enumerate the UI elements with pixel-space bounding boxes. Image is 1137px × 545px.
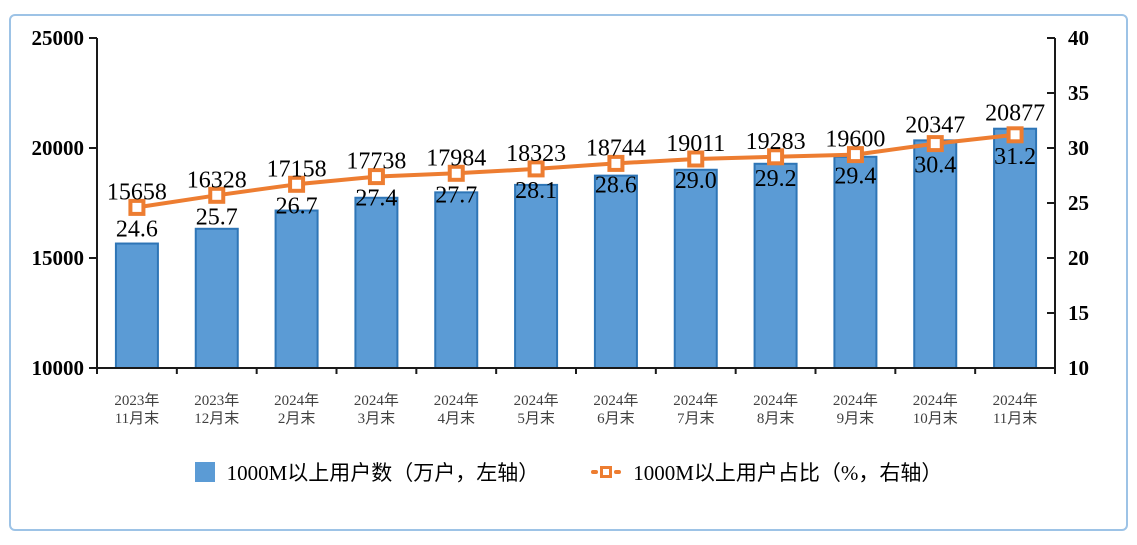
x-axis-label-line2: 8月末 bbox=[757, 410, 795, 427]
bar-value-label: 19011 bbox=[666, 131, 725, 157]
bar bbox=[673, 168, 718, 369]
right-axis-tick-label: 25 bbox=[1068, 191, 1089, 215]
bar-value-label: 20877 bbox=[985, 101, 1045, 127]
x-axis-label-line1: 2024年 bbox=[514, 392, 559, 409]
bar bbox=[833, 155, 878, 369]
bar-value-label: 19600 bbox=[825, 127, 885, 153]
line-marker bbox=[288, 175, 306, 193]
right-axis-tick-label: 15 bbox=[1068, 301, 1089, 325]
x-axis-label-line1: 2023年 bbox=[114, 392, 159, 409]
line-percent-label: 25.7 bbox=[196, 204, 238, 230]
line-marker bbox=[767, 148, 785, 166]
line-percent-label: 30.4 bbox=[914, 153, 956, 179]
line-percent-label: 29.0 bbox=[675, 168, 717, 194]
x-axis-label-line2: 2月末 bbox=[278, 410, 316, 427]
x-axis-label-line1: 2023年 bbox=[194, 392, 239, 409]
bar-value-label: 18744 bbox=[586, 135, 646, 161]
bar bbox=[274, 209, 319, 369]
line-percent-label: 31.2 bbox=[994, 144, 1036, 170]
legend-label-bar-series: 1000M以上用户数（万户，左轴） bbox=[226, 461, 540, 485]
line-marker bbox=[367, 168, 385, 186]
x-axis-label-line1: 2024年 bbox=[434, 392, 479, 409]
x-axis-label-line1: 2024年 bbox=[913, 392, 958, 409]
line-marker bbox=[447, 164, 465, 182]
legend-item-line-series: 1000M以上用户占比（%，右轴） bbox=[591, 457, 942, 487]
bar-value-label: 16328 bbox=[187, 167, 247, 193]
line-dash-icon bbox=[591, 470, 599, 474]
legend-label-line-series: 1000M以上用户占比（%，右轴） bbox=[633, 461, 943, 485]
x-axis-label-line1: 2024年 bbox=[593, 392, 638, 409]
bar-value-label: 18323 bbox=[506, 141, 566, 167]
line-percent-label: 26.7 bbox=[276, 193, 318, 219]
bar bbox=[114, 242, 159, 369]
x-axis-label-line1: 2024年 bbox=[673, 392, 718, 409]
left-axis-tick-label: 20000 bbox=[32, 136, 85, 160]
line-dash-icon bbox=[614, 470, 622, 474]
x-axis-label-line2: 11月末 bbox=[993, 410, 1037, 427]
bar bbox=[913, 139, 958, 369]
line-percent-label: 27.4 bbox=[355, 186, 397, 212]
left-axis-tick-label: 25000 bbox=[32, 26, 85, 50]
left-axis-tick-label: 10000 bbox=[32, 356, 85, 380]
right-axis-tick-label: 10 bbox=[1068, 356, 1089, 380]
chart-legend: 1000M以上用户数（万户，左轴） 1000M以上用户占比（%，右轴） bbox=[0, 457, 1137, 487]
x-axis-label-line2: 5月末 bbox=[517, 410, 555, 427]
x-axis-label-line2: 4月末 bbox=[437, 410, 475, 427]
bar-series-swatch-icon bbox=[194, 462, 215, 482]
line-marker bbox=[1006, 126, 1024, 144]
bar bbox=[434, 191, 479, 369]
bar-value-label: 20347 bbox=[905, 112, 965, 138]
bar-value-label: 17738 bbox=[346, 149, 406, 175]
bar bbox=[354, 196, 399, 369]
line-marker bbox=[926, 135, 944, 153]
trend-line bbox=[136, 132, 1016, 210]
bar-value-label: 17984 bbox=[426, 145, 486, 171]
line-percent-label: 29.2 bbox=[755, 166, 797, 192]
line-marker bbox=[846, 146, 864, 164]
x-axis-label-line2: 7月末 bbox=[677, 410, 715, 427]
x-axis-label-line2: 3月末 bbox=[358, 410, 396, 427]
right-axis-tick-label: 35 bbox=[1068, 81, 1089, 105]
x-axis-label-line1: 2024年 bbox=[274, 392, 319, 409]
right-axis-tick-label: 30 bbox=[1068, 136, 1089, 160]
x-axis-label-line1: 2024年 bbox=[993, 392, 1038, 409]
x-axis-label-line1: 2024年 bbox=[833, 392, 878, 409]
x-axis-label-line2: 9月末 bbox=[837, 410, 875, 427]
line-marker bbox=[208, 186, 226, 204]
bar bbox=[514, 183, 559, 369]
left-axis-tick-label: 15000 bbox=[32, 246, 85, 270]
line-marker bbox=[687, 150, 705, 168]
right-axis-tick-label: 20 bbox=[1068, 246, 1089, 270]
line-marker-icon bbox=[600, 466, 613, 478]
bar-value-label: 15658 bbox=[107, 179, 167, 205]
line-percent-label: 29.4 bbox=[834, 164, 876, 190]
line-marker bbox=[527, 160, 545, 178]
line-marker bbox=[128, 198, 146, 216]
line-series-swatch-icon bbox=[591, 466, 622, 478]
x-axis-label-line2: 10月末 bbox=[913, 410, 958, 427]
right-axis-tick-label: 40 bbox=[1068, 26, 1089, 50]
legend-item-bar-series: 1000M以上用户数（万户，左轴） bbox=[194, 457, 540, 487]
line-percent-label: 27.7 bbox=[435, 182, 477, 208]
line-percent-label: 28.1 bbox=[515, 178, 557, 204]
x-axis-label-line2: 6月末 bbox=[597, 410, 635, 427]
bar bbox=[194, 227, 239, 369]
bar bbox=[753, 162, 798, 369]
x-axis-label-line2: 12月末 bbox=[194, 410, 239, 427]
x-axis-label-line1: 2024年 bbox=[753, 392, 798, 409]
line-percent-label: 24.6 bbox=[116, 216, 158, 242]
line-percent-label: 28.6 bbox=[595, 172, 637, 198]
bar-value-label: 17158 bbox=[267, 156, 327, 182]
bar-value-label: 19283 bbox=[746, 129, 806, 155]
bar bbox=[593, 174, 638, 369]
x-axis-label-line2: 11月末 bbox=[115, 410, 159, 427]
x-axis-label-line1: 2024年 bbox=[354, 392, 399, 409]
line-marker bbox=[607, 154, 625, 172]
